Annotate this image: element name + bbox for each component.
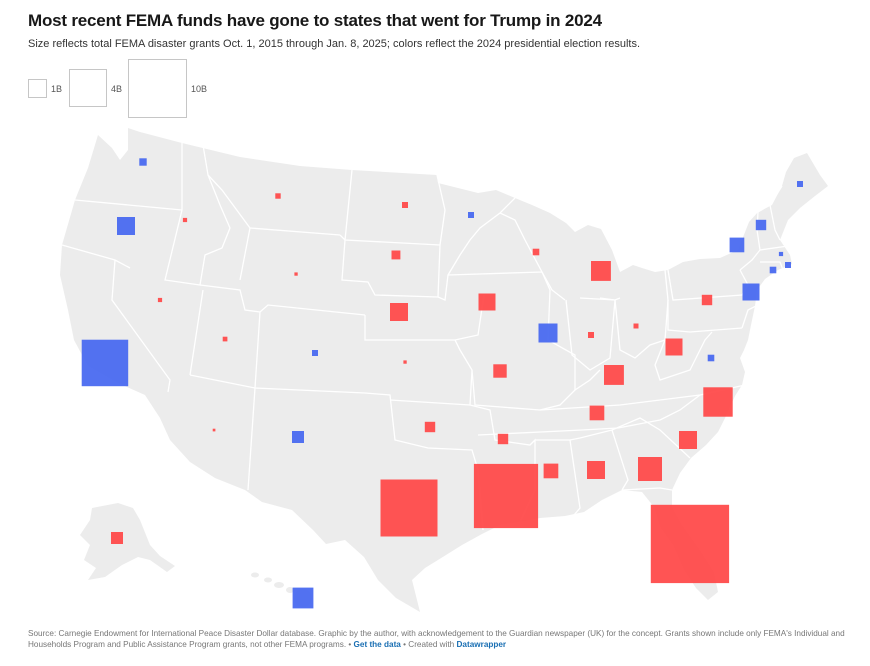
state-symbol-ny[interactable] bbox=[729, 237, 745, 253]
get-the-data-link[interactable]: Get the data bbox=[353, 640, 401, 649]
state-symbol-fl[interactable] bbox=[650, 504, 730, 584]
footer-source: Source: Carnegie Endowment for Internati… bbox=[28, 629, 845, 649]
state-symbol-id[interactable] bbox=[182, 217, 188, 223]
state-symbol-nd[interactable] bbox=[402, 202, 408, 208]
legend-box-10b bbox=[128, 59, 187, 118]
state-symbol-ak[interactable] bbox=[111, 532, 123, 544]
state-symbol-ms[interactable] bbox=[543, 463, 559, 479]
state-symbol-ri[interactable] bbox=[778, 251, 784, 257]
footer-sep-2: • Created with bbox=[400, 640, 457, 649]
state-symbol-wi[interactable] bbox=[532, 248, 540, 256]
state-symbol-pa[interactable] bbox=[701, 294, 713, 306]
state-symbol-co[interactable] bbox=[312, 350, 318, 356]
state-symbol-il[interactable] bbox=[538, 323, 558, 343]
state-symbol-wy[interactable] bbox=[294, 272, 298, 276]
legend-box-1b bbox=[28, 79, 47, 98]
state-symbol-az[interactable] bbox=[212, 428, 216, 432]
chart-title: Most recent FEMA funds have gone to stat… bbox=[28, 11, 602, 30]
state-symbol-tn[interactable] bbox=[589, 405, 605, 421]
state-symbol-nm[interactable] bbox=[292, 431, 304, 443]
state-symbol-ma[interactable] bbox=[785, 262, 791, 268]
legend-label-10b: 10B bbox=[191, 84, 208, 94]
state-symbol-mn[interactable] bbox=[468, 212, 474, 218]
state-symbol-ks[interactable] bbox=[403, 360, 407, 364]
symbol-layer bbox=[81, 158, 803, 609]
state-symbol-nc[interactable] bbox=[703, 387, 733, 417]
footer: Source: Carnegie Endowment for Internati… bbox=[28, 628, 858, 650]
state-symbol-ut[interactable] bbox=[222, 336, 228, 342]
datawrapper-link[interactable]: Datawrapper bbox=[456, 640, 507, 649]
state-symbol-sc[interactable] bbox=[679, 431, 697, 449]
state-symbol-tx[interactable] bbox=[380, 479, 438, 537]
state-symbol-la[interactable] bbox=[473, 463, 539, 529]
state-symbol-nj[interactable] bbox=[742, 283, 760, 301]
state-symbol-va[interactable] bbox=[707, 354, 715, 362]
state-symbol-oh[interactable] bbox=[633, 323, 639, 329]
state-symbol-al[interactable] bbox=[587, 461, 605, 479]
state-borders bbox=[61, 143, 796, 531]
alaska-shape bbox=[80, 503, 175, 580]
state-symbol-mo[interactable] bbox=[493, 364, 507, 378]
legend-label-1b: 1B bbox=[51, 84, 63, 94]
legend-box-4b bbox=[69, 69, 107, 107]
state-symbol-in[interactable] bbox=[588, 332, 594, 338]
state-symbol-ne[interactable] bbox=[390, 303, 408, 321]
legend-label-4b: 4B bbox=[111, 84, 123, 94]
state-symbol-mt[interactable] bbox=[275, 193, 281, 199]
state-symbol-ga[interactable] bbox=[638, 457, 662, 481]
state-symbol-ar[interactable] bbox=[497, 433, 509, 445]
state-symbol-wa[interactable] bbox=[139, 158, 147, 166]
state-symbol-wv[interactable] bbox=[665, 338, 683, 356]
state-symbol-me[interactable] bbox=[797, 181, 803, 187]
state-symbol-vt[interactable] bbox=[755, 219, 767, 231]
state-symbol-nv[interactable] bbox=[157, 297, 163, 303]
state-symbol-ky[interactable] bbox=[604, 365, 624, 385]
chart-subtitle: Size reflects total FEMA disaster grants… bbox=[28, 38, 641, 50]
state-symbol-or[interactable] bbox=[117, 217, 135, 235]
contiguous-us-shape bbox=[60, 128, 828, 612]
state-symbol-ca[interactable] bbox=[81, 339, 129, 387]
state-symbol-hi[interactable] bbox=[292, 587, 314, 609]
state-symbol-ct[interactable] bbox=[769, 266, 777, 274]
footer-sep-1: • bbox=[346, 640, 354, 649]
state-symbol-ok[interactable] bbox=[424, 421, 436, 433]
state-symbol-sd[interactable] bbox=[391, 250, 401, 260]
state-symbol-mi[interactable] bbox=[591, 261, 611, 281]
state-symbol-ia[interactable] bbox=[478, 293, 496, 311]
